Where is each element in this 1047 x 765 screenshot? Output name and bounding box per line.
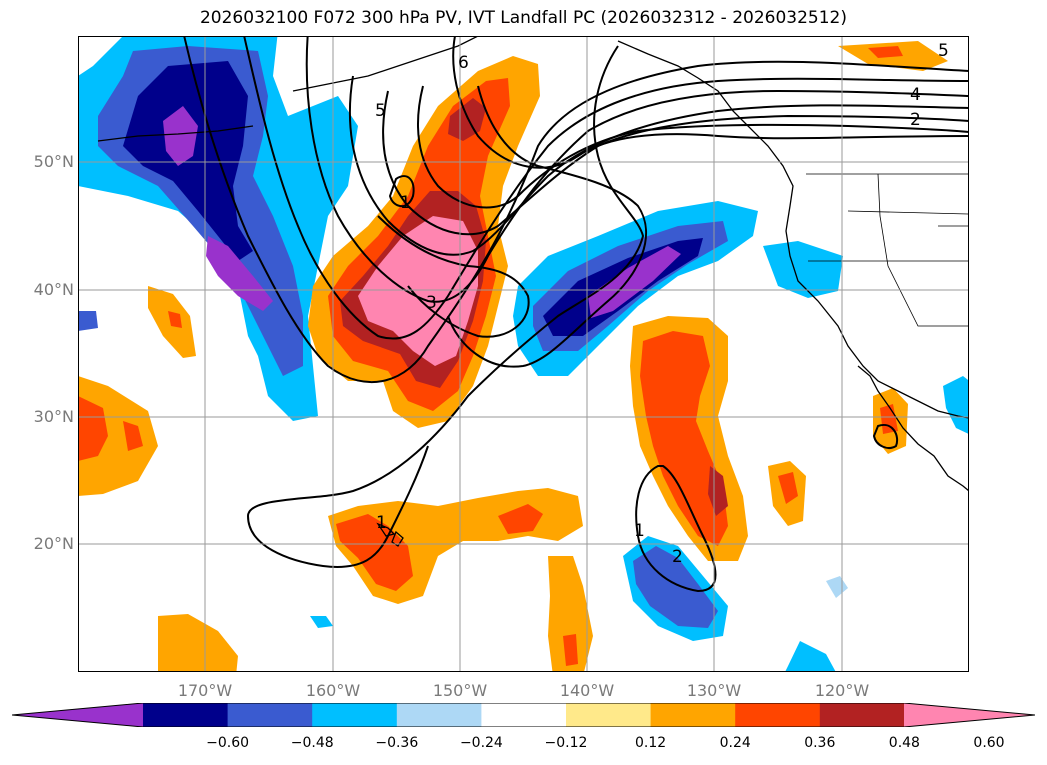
map-panel: 6 5 4 2 3 1 1 1 2 5 xyxy=(78,36,969,672)
lon-label: 140°W xyxy=(559,681,615,700)
state-borders xyxy=(806,173,969,327)
contour-label: 1 xyxy=(376,513,387,533)
colorbar-tick-label: −0.60 xyxy=(206,735,250,751)
colorbar-cell xyxy=(481,703,567,727)
contour-label: 4 xyxy=(910,85,921,105)
colorbar-tick-label: 0.36 xyxy=(804,735,836,751)
lat-label: 20°N xyxy=(33,534,74,553)
positive-anomaly-subtropical-east xyxy=(630,316,806,561)
lon-label: 130°W xyxy=(686,681,742,700)
pv-contours xyxy=(183,36,969,593)
contour-label: 1 xyxy=(400,193,411,213)
colorbar-cell xyxy=(227,703,313,727)
colorbar-tick-label: −0.36 xyxy=(375,735,419,751)
lat-label: 30°N xyxy=(33,407,74,426)
negative-anomaly-west-pacific xyxy=(78,36,358,421)
lon-label: 150°W xyxy=(432,681,488,700)
colorbar-cell xyxy=(819,703,905,727)
colorbar-cell xyxy=(735,703,821,727)
colorbar-tick-label: 0.12 xyxy=(635,735,667,751)
positive-anomaly-hawaii xyxy=(78,41,948,672)
lon-label: 170°W xyxy=(177,681,233,700)
colorbar-cell xyxy=(143,703,229,727)
contour-label: 2 xyxy=(672,547,683,567)
colorbar-extend-low xyxy=(12,703,143,727)
contour-label: 3 xyxy=(426,293,437,313)
graticule xyxy=(78,36,969,672)
lat-label: 40°N xyxy=(33,280,74,299)
colorbar xyxy=(12,703,1035,727)
contour-label: 5 xyxy=(375,101,386,121)
colorbar-tick-label: 0.48 xyxy=(888,735,920,751)
colorbar-tick-label: −0.48 xyxy=(290,735,334,751)
colorbar-tick-label: −0.24 xyxy=(459,735,503,751)
colorbar-cell xyxy=(566,703,652,727)
colorbar-cell xyxy=(312,703,398,727)
lat-label: 50°N xyxy=(33,152,74,171)
contour-label: 1 xyxy=(634,521,645,541)
colorbar-tick-label: 0.60 xyxy=(973,735,1005,751)
contour-label: 6 xyxy=(458,53,469,73)
lon-label: 160°W xyxy=(305,681,361,700)
lon-label: 120°W xyxy=(814,681,870,700)
colorbar-cell xyxy=(650,703,736,727)
colorbar-extend-high xyxy=(904,703,1035,727)
colorbar-tick-label: 0.24 xyxy=(719,735,751,751)
colorbar-cell xyxy=(396,703,482,727)
contour-label: 5 xyxy=(938,41,949,61)
map-title: 2026032100 F072 300 hPa PV, IVT Landfall… xyxy=(199,8,847,28)
contour-label: 2 xyxy=(910,110,921,130)
colorbar-tick-label: −0.12 xyxy=(544,735,588,751)
contour-label-group: 6 5 4 2 3 1 1 1 2 5 xyxy=(375,41,949,567)
